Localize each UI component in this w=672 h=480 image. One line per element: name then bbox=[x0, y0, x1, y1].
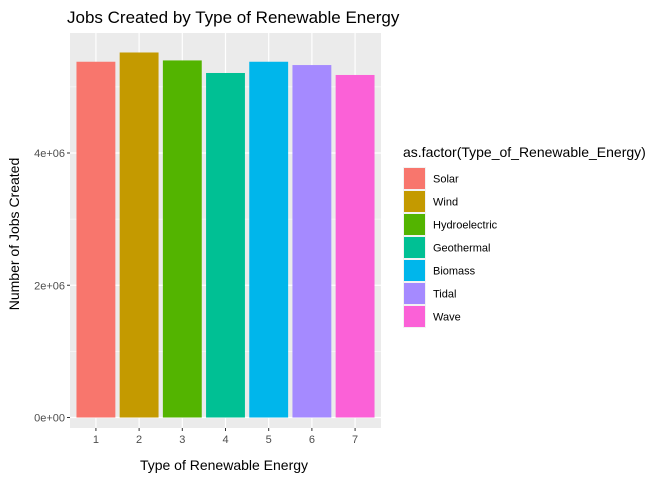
legend-swatch bbox=[404, 237, 425, 258]
legend-label: Geothermal bbox=[433, 243, 490, 255]
legend-swatch bbox=[404, 191, 425, 212]
bar-tidal bbox=[292, 65, 332, 418]
legend-label: Solar bbox=[433, 174, 459, 186]
bars bbox=[76, 52, 375, 418]
legend-label: Hydroelectric bbox=[433, 220, 498, 232]
x-tick-label: 5 bbox=[266, 434, 272, 446]
bar-geothermal bbox=[206, 72, 245, 418]
x-tick-label: 4 bbox=[222, 434, 228, 446]
y-axis: 0e+00 2e+06 4e+06 bbox=[34, 148, 70, 425]
x-tick-label: 2 bbox=[136, 434, 142, 446]
legend-label: Wave bbox=[433, 312, 461, 324]
y-tick-label: 0e+00 bbox=[34, 413, 65, 425]
x-axis-title: Type of Renewable Energy bbox=[140, 457, 308, 473]
y-tick-label: 4e+06 bbox=[34, 148, 65, 160]
x-tick-label: 1 bbox=[93, 434, 99, 446]
legend-label: Tidal bbox=[433, 289, 456, 301]
legend-label: Biomass bbox=[433, 266, 476, 278]
y-axis-title: Number of Jobs Created bbox=[6, 158, 22, 311]
x-tick-label: 7 bbox=[352, 434, 358, 446]
legend-swatch bbox=[404, 168, 425, 189]
x-tick-label: 6 bbox=[309, 434, 315, 446]
legend-title: as.factor(Type_of_Renewable_Energy) bbox=[403, 144, 646, 160]
legend: as.factor(Type_of_Renewable_Energy) Sola… bbox=[403, 144, 646, 328]
legend-swatch bbox=[404, 260, 425, 281]
legend-label: Wind bbox=[433, 197, 458, 209]
bar-wave bbox=[335, 74, 375, 418]
bar-wind bbox=[119, 52, 159, 418]
legend-swatch bbox=[404, 306, 425, 327]
chart-title: Jobs Created by Type of Renewable Energy bbox=[67, 8, 400, 27]
y-tick-label: 2e+06 bbox=[34, 280, 65, 292]
x-axis: 1 2 3 4 5 6 7 bbox=[93, 428, 358, 446]
x-tick-label: 3 bbox=[179, 434, 185, 446]
bar-solar bbox=[76, 61, 116, 418]
legend-swatch bbox=[404, 283, 425, 304]
bar-biomass bbox=[249, 61, 289, 418]
legend-swatch bbox=[404, 214, 425, 235]
bar-hydroelectric bbox=[162, 60, 202, 418]
